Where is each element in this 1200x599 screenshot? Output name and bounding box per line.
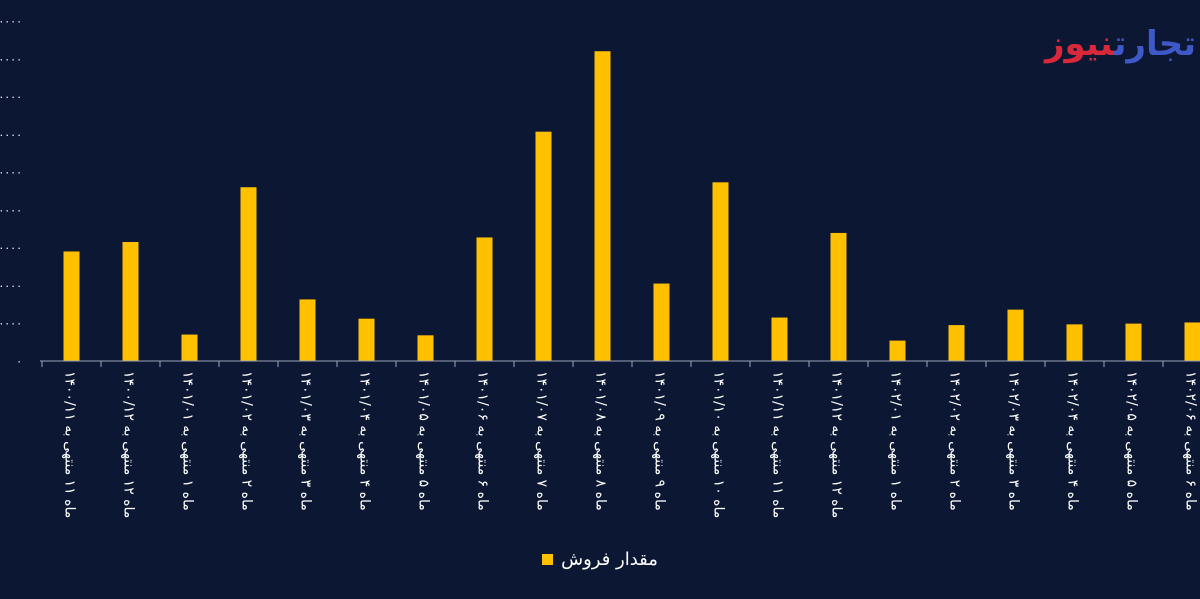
bar bbox=[418, 335, 434, 361]
y-tick-label: ۰۰۰۰ bbox=[0, 242, 22, 255]
bar bbox=[772, 318, 788, 361]
bar bbox=[1008, 310, 1024, 361]
y-tick-label: ۰۰۰۰ bbox=[0, 166, 22, 179]
x-tick-label: ماه ۱۲ منتهی به ۱۴۰۰/۱۲ bbox=[121, 371, 137, 518]
bar bbox=[890, 341, 906, 361]
y-tick-label: ۰۰۰۰ bbox=[0, 91, 22, 104]
x-tick-label: ماه ۳ منتهی به ۱۴۰۱/۰۳ bbox=[298, 371, 314, 511]
x-tick-label: ماه ۵ منتهی به ۱۴۰۲/۰۵ bbox=[1124, 371, 1140, 511]
bar bbox=[1185, 322, 1200, 361]
x-axis-ticks bbox=[42, 361, 1163, 367]
legend-label: مقدار فروش bbox=[561, 549, 658, 570]
bar bbox=[536, 132, 552, 361]
bar bbox=[64, 251, 80, 361]
bar bbox=[123, 242, 139, 361]
x-tick-label: ماه ۲ منتهی به ۱۴۰۲/۰۲ bbox=[947, 371, 963, 511]
bar bbox=[949, 325, 965, 361]
x-tick-label: ماه ۴ منتهی به ۱۴۰۱/۰۴ bbox=[357, 371, 373, 511]
bar bbox=[182, 335, 198, 361]
legend-swatch bbox=[542, 554, 553, 565]
x-tick-label: ماه ۵ منتهی به ۱۴۰۱/۰۵ bbox=[416, 371, 432, 511]
x-tick-label: ماه ۴ منتهی به ۱۴۰۲/۰۴ bbox=[1065, 371, 1081, 511]
x-tick-label: ماه ۱ منتهی به ۱۴۰۲/۰۱ bbox=[888, 371, 904, 511]
bar bbox=[300, 299, 316, 361]
bar bbox=[1126, 324, 1142, 361]
y-tick-label: ۰۰۰۰ bbox=[0, 53, 22, 66]
x-tick-label: ماه ۷ منتهی به ۱۴۰۱/۰۷ bbox=[534, 371, 550, 511]
x-tick-label: ماه ۶ منتهی به ۱۴۰۱/۰۶ bbox=[475, 371, 491, 511]
bar bbox=[241, 187, 257, 361]
x-tick-label: ماه ۱۲ منتهی به ۱۴۰۱/۱۲ bbox=[829, 371, 845, 518]
logo-text-part2: نیوز bbox=[1045, 24, 1114, 64]
bar bbox=[713, 182, 729, 361]
y-tick-label: ۰ bbox=[16, 355, 22, 368]
x-tick-label: ماه ۱۱ منتهی به ۱۴۰۱/۱۱ bbox=[770, 371, 786, 518]
logo-text-part1: تجارت bbox=[1114, 24, 1196, 64]
legend: مقدار فروش bbox=[0, 547, 1200, 571]
logo: تجارتنیوز bbox=[1045, 22, 1196, 66]
y-tick-label: ۰۰۰۰ bbox=[0, 279, 22, 292]
bar bbox=[359, 319, 375, 361]
x-tick-label: ماه ۱۰ منتهی به ۱۴۰۱/۱۰ bbox=[711, 371, 727, 518]
y-tick-label: ۰۰۰۰ bbox=[0, 204, 22, 217]
bars-group bbox=[64, 51, 1200, 361]
bar bbox=[654, 284, 670, 361]
x-tick-label: ماه ۲ منتهی به ۱۴۰۱/۰۲ bbox=[239, 371, 255, 511]
bar bbox=[831, 233, 847, 361]
x-tick-label: ماه ۸ منتهی به ۱۴۰۱/۰۸ bbox=[593, 371, 609, 511]
x-tick-label: ماه ۶ منتهی به ۱۴۰۲/۰۶ bbox=[1183, 371, 1199, 511]
bar bbox=[1067, 324, 1083, 361]
y-tick-label: ۰۰۰۰ bbox=[0, 128, 22, 141]
x-axis-labels: ماه ۱۱ منتهی به ۱۴۰۰/۱۱ ماه ۱۲ منتهی به ۱… bbox=[62, 371, 1199, 518]
y-tick-label: ۰۰۰۰ bbox=[0, 15, 22, 28]
x-tick-label: ماه ۱۱ منتهی به ۱۴۰۰/۱۱ bbox=[62, 371, 78, 518]
x-tick-label: ماه ۳ منتهی به ۱۴۰۲/۰۳ bbox=[1006, 371, 1022, 511]
bar bbox=[595, 51, 611, 361]
x-tick-label: ماه ۱ منتهی به ۱۴۰۱/۰۱ bbox=[180, 371, 196, 511]
y-tick-label: ۰۰۰۰ bbox=[0, 317, 22, 330]
bar bbox=[477, 237, 493, 361]
x-tick-label: ماه ۹ منتهی به ۱۴۰۱/۰۹ bbox=[652, 371, 668, 511]
